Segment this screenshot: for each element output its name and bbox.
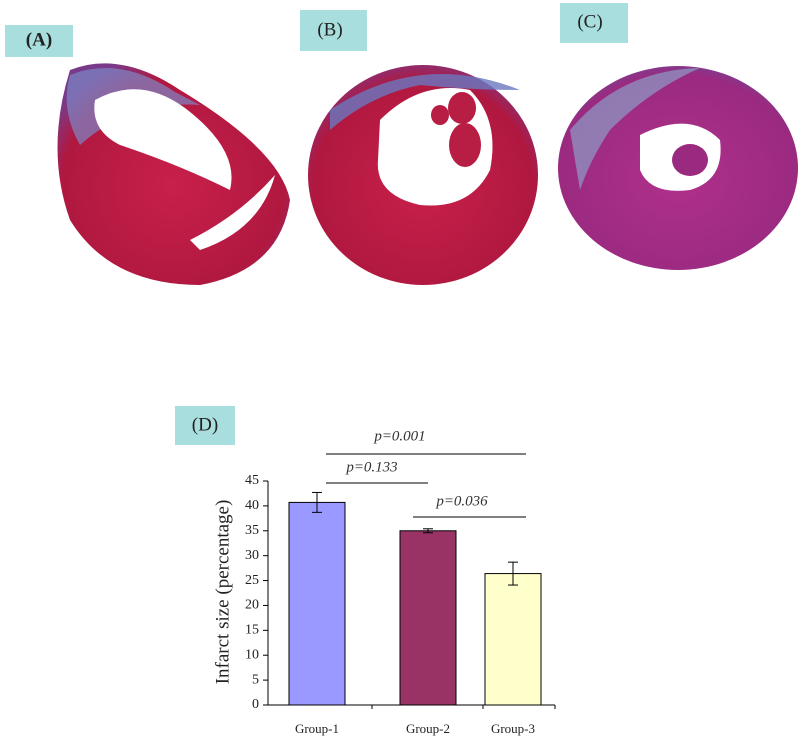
y-tick-label: 10 [245,647,259,662]
bar [288,501,346,706]
section-c [558,66,798,270]
y-tick-label: 45 [245,473,259,488]
panel-label: (B) [317,19,342,40]
y-tick-label: 40 [245,498,259,513]
panel-label: (D) [192,414,218,435]
panel-label-b: (B) [300,10,367,51]
panel-label: (C) [577,11,602,32]
x-tick-label: Group-3 [491,721,535,736]
y-tick-label: 20 [245,598,259,613]
y-tick-label: 30 [245,548,259,563]
x-tick-label: Group-2 [406,721,450,736]
significance-label: p=0.036 [435,493,488,509]
panel-label: (A) [26,29,52,50]
significance-label: p=0.001 [373,428,425,444]
y-tick-label: 35 [245,523,259,538]
section-b [308,65,538,285]
y-tick-label: 0 [252,697,259,712]
y-tick-label: 5 [252,672,259,687]
panel-label-c: (C) [560,3,628,43]
y-tick-label: 25 [245,573,259,588]
bar [484,573,542,706]
error-bar [508,561,518,586]
y-axis-label: Infarct size (percentage) [212,500,233,685]
x-tick-label: Group-1 [295,721,339,736]
error-bar [312,491,322,513]
section-a [57,63,290,286]
significance-label: p=0.133 [345,459,397,475]
panel-label-d: (D) [175,406,235,445]
y-tick-label: 15 [245,623,259,638]
panel-label-a: (A) [5,25,73,57]
error-bar [423,528,433,534]
bar [399,530,457,706]
